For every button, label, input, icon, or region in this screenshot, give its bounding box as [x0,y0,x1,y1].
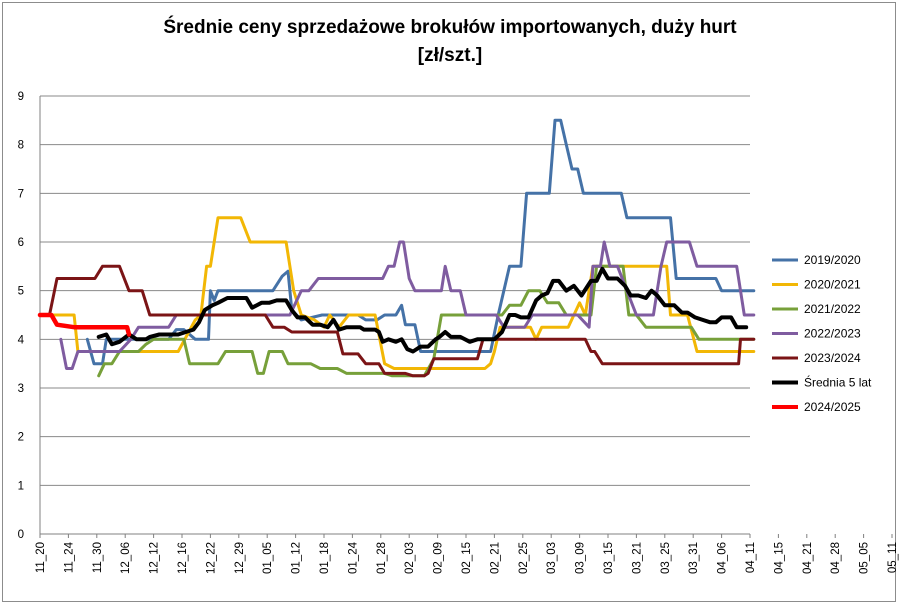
legend-label-6: Średnia 5 lat [804,375,872,390]
y-tick-label: 9 [18,91,24,103]
x-tick-label: 05_11 [887,542,899,573]
x-tick-label: 12_29 [234,542,246,574]
x-tick-label: 12_16 [177,542,189,574]
y-axis-tick-labels: 0 1 2 3 4 5 6 7 8 9 [18,91,25,541]
series-lines [37,118,756,378]
legend-label-1: 2019/2020 [804,253,861,267]
x-tick-label: 11_20 [35,542,47,573]
gridlines [40,95,750,486]
series-line-6 [96,266,749,354]
x-tick-label: 04_11 [745,542,757,573]
x-tick-label: 04_28 [830,542,842,574]
x-tick-label: 01_18 [319,542,331,574]
x-tick-label: 11_30 [92,542,104,573]
y-tick-label: 3 [18,383,24,395]
x-tick-label: 01_24 [347,541,359,574]
chart-title-line-1: Średnie ceny sprzedażowe brokułów import… [163,17,737,38]
series-line-3 [97,264,756,378]
y-tick-label: 8 [18,140,24,152]
x-tick-label: 05_05 [859,542,871,574]
x-tick-label: 02_15 [461,542,473,574]
x-tick-label: 12_06 [120,542,132,574]
series-line-7 [37,312,132,337]
x-tick-label: 03_31 [688,542,700,574]
series-line-1 [85,118,756,366]
legend-label-2: 2020/2021 [804,278,861,292]
x-tick-label: 03_03 [546,542,558,574]
chart-title-line-2: [zł/szt.] [417,45,483,66]
x-tick-label: 12_22 [205,542,217,574]
x-tick-label: 11_24 [63,541,75,573]
legend-label-3: 2021/2022 [804,302,861,316]
x-tick-label: 02_09 [433,542,445,574]
y-tick-label: 1 [18,480,24,492]
x-tick-label: 01_12 [291,542,303,574]
x-tick-label: 01_05 [262,542,274,574]
x-tick-label: 04_15 [773,542,785,574]
legend-label-5: 2023/2024 [804,351,861,365]
x-tick-label: 02_25 [518,542,530,574]
series-line-2 [38,216,756,370]
y-tick-label: 6 [18,237,24,249]
x-tick-label: 04_06 [717,542,729,574]
y-tick-label: 2 [18,432,24,444]
x-tick-label: 02_21 [489,542,501,574]
chart-title: Średnie ceny sprzedażowe brokułów import… [0,14,900,70]
y-tick-label: 5 [18,286,24,298]
legend-label-7: 2024/2025 [804,400,861,414]
x-tick-label: 02_03 [404,542,416,574]
x-tick-label: 03_21 [631,542,643,574]
y-tick-label: 0 [18,529,24,541]
x-tick-label: 01_28 [376,542,388,574]
y-tick-label: 7 [18,188,24,200]
legend: 2019/2020 2020/2021 2021/2022 2022/2023 2023… [772,253,872,414]
x-axis-tick-labels: 11_20 11_24 11_30 12_06 12_12 12_16 12_22 12_29… [35,534,899,574]
x-tick-label: 12_12 [149,542,161,574]
x-tick-label: 03_09 [575,542,587,574]
y-tick-label: 4 [18,334,25,346]
legend-label-4: 2022/2023 [804,327,861,341]
x-tick-label: 03_15 [603,542,615,574]
x-tick-label: 03_25 [660,542,672,574]
series-line-5 [38,264,756,378]
x-tick-label: 04_21 [802,542,814,574]
